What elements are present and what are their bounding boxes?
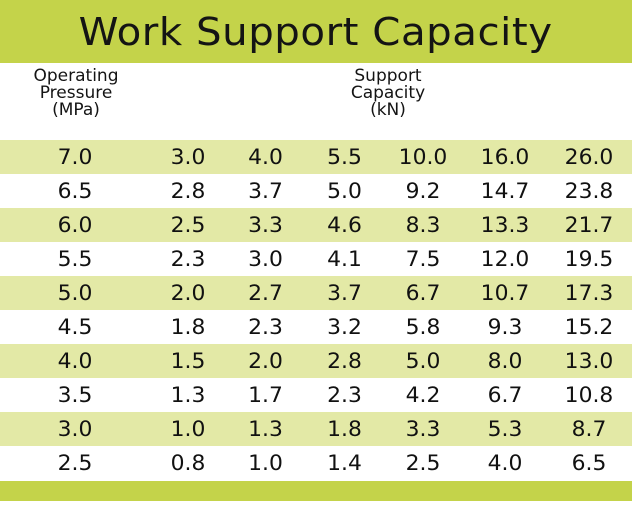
page-title: Work Support Capacity: [78, 9, 553, 54]
capacity-cell: 2.0: [170, 281, 206, 305]
capacity-cell: 15.2: [564, 315, 614, 339]
capacity-cell: 1.4: [327, 451, 362, 475]
pressure-cell: 6.5: [57, 179, 93, 203]
capacity-cell: 6.5: [571, 451, 607, 475]
capacity-table: 7.0 3.0 4.0 5.5 10.0 16.0 26.0 6.5 2.8 3.7 5.0 9.2 1…: [0, 140, 632, 480]
capacity-cell: 4.0: [248, 145, 283, 169]
capacity-cell: 9.2: [405, 179, 441, 203]
capacity-cell: 12.0: [480, 247, 530, 271]
pressure-cell: 4.0: [57, 349, 93, 373]
capacity-cell: 21.7: [564, 213, 614, 237]
header-line: Pressure: [39, 83, 113, 103]
capacity-cell: 5.8: [405, 315, 441, 339]
capacity-cell: 3.0: [248, 247, 283, 271]
capacity-cell: 1.3: [170, 383, 206, 407]
capacity-cell: 2.5: [405, 451, 441, 475]
header-line: (kN): [370, 100, 406, 120]
capacity-cell: 2.5: [170, 213, 206, 237]
capacity-cell: 14.7: [480, 179, 530, 203]
capacity-cell: 4.1: [327, 247, 362, 271]
capacity-cell: 8.3: [405, 213, 441, 237]
table-row: 3.5 1.3 1.7 2.3 4.2 6.7 10.8: [0, 378, 632, 412]
support-capacity-header: Support Capacity (kN): [320, 68, 456, 119]
capacity-cell: 2.8: [327, 349, 362, 373]
capacity-cell: 26.0: [564, 145, 614, 169]
capacity-cell: 13.3: [480, 213, 530, 237]
capacity-cell: 5.0: [327, 179, 362, 203]
capacity-cell: 3.0: [170, 145, 206, 169]
table-row: 4.0 1.5 2.0 2.8 5.0 8.0 13.0: [0, 344, 632, 378]
capacity-cell: 2.3: [170, 247, 206, 271]
capacity-cell: 2.8: [170, 179, 206, 203]
capacity-cell: 17.3: [564, 281, 614, 305]
header-line: Support: [354, 66, 422, 86]
capacity-cell: 1.0: [248, 451, 283, 475]
capacity-cell: 3.2: [327, 315, 362, 339]
capacity-cell: 6.7: [405, 281, 441, 305]
table-row: 2.5 0.8 1.0 1.4 2.5 4.0 6.5: [0, 446, 632, 480]
capacity-cell: 6.7: [487, 383, 523, 407]
capacity-cell: 8.7: [571, 417, 607, 441]
capacity-cell: 10.8: [564, 383, 614, 407]
table-row: 5.0 2.0 2.7 3.7 6.7 10.7 17.3: [0, 276, 632, 310]
capacity-cell: 4.0: [487, 451, 523, 475]
header-line: (MPa): [52, 100, 100, 120]
header-line: Capacity: [350, 83, 426, 103]
pressure-cell: 3.5: [57, 383, 93, 407]
capacity-cell: 4.2: [405, 383, 441, 407]
capacity-cell: 1.5: [170, 349, 206, 373]
pressure-cell: 3.0: [57, 417, 93, 441]
pressure-cell: 7.0: [57, 145, 93, 169]
capacity-cell: 5.3: [487, 417, 523, 441]
capacity-cell: 1.8: [327, 417, 362, 441]
capacity-cell: 2.7: [248, 281, 283, 305]
capacity-cell: 7.5: [405, 247, 441, 271]
table-row: 3.0 1.0 1.3 1.8 3.3 5.3 8.7: [0, 412, 632, 446]
table-row: 4.5 1.8 2.3 3.2 5.8 9.3 15.2: [0, 310, 632, 344]
capacity-cell: 2.3: [248, 315, 283, 339]
header-line: Operating: [33, 66, 119, 86]
capacity-cell: 3.3: [405, 417, 441, 441]
capacity-cell: 1.8: [170, 315, 206, 339]
operating-pressure-header: Operating Pressure (MPa): [14, 68, 138, 119]
capacity-cell: 9.3: [487, 315, 523, 339]
pressure-cell: 2.5: [57, 451, 93, 475]
pressure-cell: 5.5: [57, 247, 93, 271]
capacity-cell: 0.8: [170, 451, 206, 475]
capacity-cell: 3.3: [248, 213, 283, 237]
table-row: 5.5 2.3 3.0 4.1 7.5 12.0 19.5: [0, 242, 632, 276]
capacity-cell: 3.7: [248, 179, 283, 203]
pressure-cell: 4.5: [57, 315, 93, 339]
capacity-cell: 10.0: [398, 145, 448, 169]
table-row: 7.0 3.0 4.0 5.5 10.0 16.0 26.0: [0, 140, 632, 174]
capacity-cell: 10.7: [480, 281, 530, 305]
capacity-cell: 4.6: [327, 213, 362, 237]
capacity-cell: 1.0: [170, 417, 206, 441]
capacity-cell: 13.0: [564, 349, 614, 373]
capacity-cell: 5.0: [405, 349, 441, 373]
capacity-cell: 1.7: [248, 383, 283, 407]
pressure-cell: 5.0: [57, 281, 93, 305]
capacity-cell: 3.7: [327, 281, 362, 305]
capacity-cell: 8.0: [487, 349, 523, 373]
pressure-cell: 6.0: [57, 213, 93, 237]
capacity-cell: 16.0: [480, 145, 530, 169]
capacity-cell: 2.0: [248, 349, 283, 373]
capacity-cell: 19.5: [564, 247, 614, 271]
table-row: 6.5 2.8 3.7 5.0 9.2 14.7 23.8: [0, 174, 632, 208]
title-bar: Work Support Capacity: [0, 0, 632, 63]
table-row: 6.0 2.5 3.3 4.6 8.3 13.3 21.7: [0, 208, 632, 242]
capacity-cell: 1.3: [248, 417, 283, 441]
capacity-cell: 23.8: [564, 179, 614, 203]
capacity-cell: 2.3: [327, 383, 362, 407]
capacity-cell: 5.5: [327, 145, 362, 169]
bottom-bar: [0, 481, 632, 501]
